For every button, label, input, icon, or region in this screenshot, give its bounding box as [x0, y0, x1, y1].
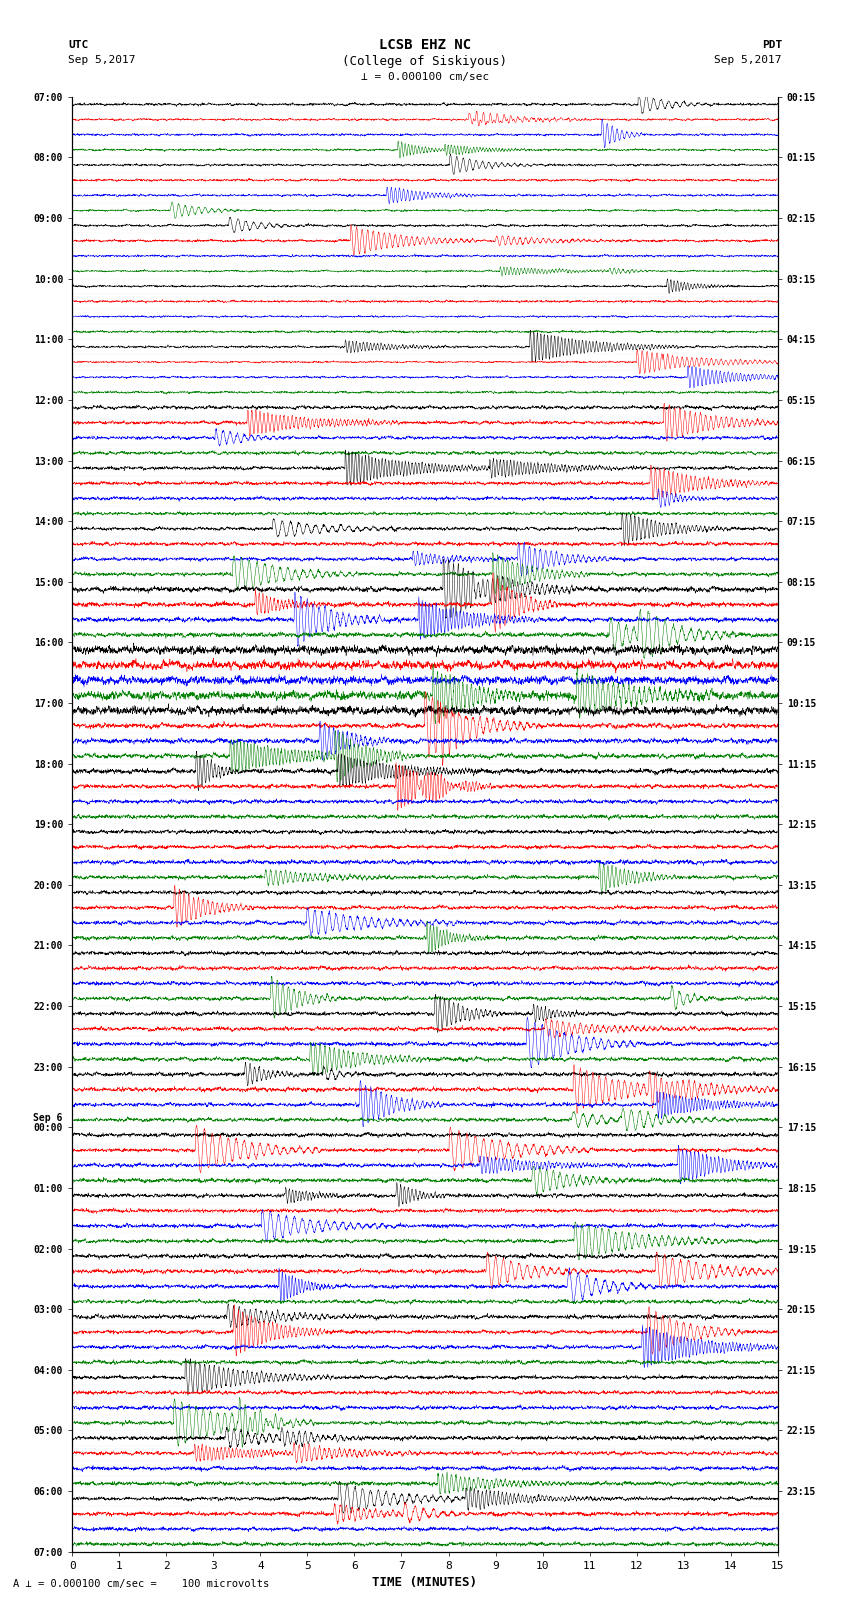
Text: (College of Siskiyous): (College of Siskiyous) [343, 55, 507, 68]
Text: PDT: PDT [762, 40, 782, 50]
Text: A ⊥ = 0.000100 cm/sec =    100 microvolts: A ⊥ = 0.000100 cm/sec = 100 microvolts [13, 1579, 269, 1589]
Text: UTC: UTC [68, 40, 88, 50]
Text: ⊥ = 0.000100 cm/sec: ⊥ = 0.000100 cm/sec [361, 73, 489, 82]
X-axis label: TIME (MINUTES): TIME (MINUTES) [372, 1576, 478, 1589]
Text: Sep 5,2017: Sep 5,2017 [715, 55, 782, 65]
Text: Sep 5,2017: Sep 5,2017 [68, 55, 135, 65]
Text: Sep 6: Sep 6 [33, 1113, 63, 1123]
Text: LCSB EHZ NC: LCSB EHZ NC [379, 39, 471, 52]
